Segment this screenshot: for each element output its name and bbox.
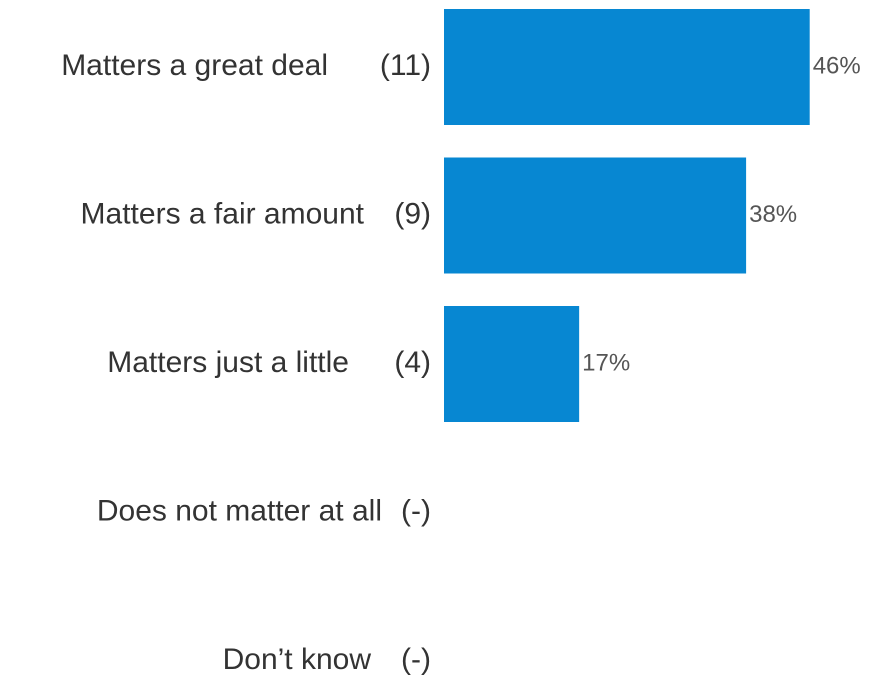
count-label: (4): [394, 346, 431, 379]
value-label: 38%: [749, 201, 797, 228]
count-label: (-): [401, 494, 431, 527]
count-label: (-): [401, 643, 431, 676]
category-label: Does not matter at all: [97, 494, 382, 527]
bar: [444, 306, 580, 422]
category-label: Don’t know: [223, 643, 372, 676]
count-label: (9): [394, 197, 431, 230]
count-label: (11): [380, 49, 431, 82]
category-label: Matters just a little: [107, 346, 349, 379]
value-label: 17%: [582, 349, 630, 376]
category-label: Matters a great deal: [61, 49, 328, 82]
value-label: 46%: [813, 52, 861, 79]
bar: [444, 157, 747, 274]
category-label: Matters a fair amount: [81, 197, 365, 230]
bar: [444, 9, 810, 125]
